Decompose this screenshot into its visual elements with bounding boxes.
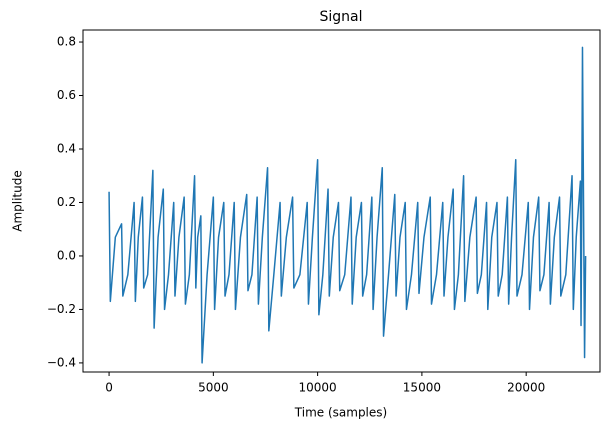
x-axis-label: Time (samples) — [294, 406, 387, 420]
chart-title: Signal — [319, 9, 362, 25]
x-tick-label: 10000 — [299, 381, 337, 395]
y-tick-label: 0.2 — [57, 195, 76, 209]
y-tick-label: −0.2 — [47, 302, 76, 316]
y-tick-label: −0.4 — [47, 355, 76, 369]
x-tick-label: 15000 — [403, 381, 441, 395]
y-axis-label: Amplitude — [11, 170, 25, 232]
signal-line — [108, 46, 587, 364]
y-tick-label: 0.0 — [57, 248, 76, 262]
x-tick-label: 20000 — [507, 381, 545, 395]
plot-frame — [82, 29, 601, 373]
x-tick-label: 5000 — [198, 381, 229, 395]
y-tick-label: 0.6 — [57, 88, 76, 102]
y-tick-label: 0.4 — [57, 141, 76, 155]
y-tick-label: 0.8 — [57, 35, 76, 49]
x-tick-label: 0 — [105, 381, 113, 395]
